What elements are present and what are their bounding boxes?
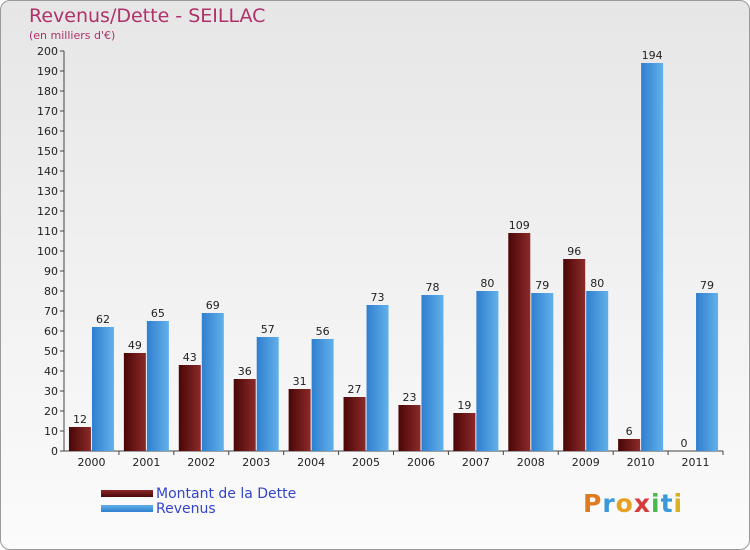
bar-dette — [68, 427, 91, 451]
y-tick-label: 60 — [44, 325, 58, 338]
value-label-revenus: 79 — [700, 279, 714, 292]
x-tick-label: 2003 — [242, 456, 270, 469]
legend-label-revenus: Revenus — [156, 501, 216, 517]
y-tick-label: 190 — [37, 65, 58, 78]
bar-dette — [398, 405, 421, 451]
value-label-revenus: 69 — [206, 299, 220, 312]
value-label-dette: 19 — [457, 399, 471, 412]
bar-revenus — [91, 327, 114, 451]
bar-revenus — [586, 291, 609, 451]
y-tick-label: 0 — [51, 445, 58, 458]
bar-revenus — [201, 313, 224, 451]
bar-dette — [233, 379, 256, 451]
value-label-dette: 12 — [73, 413, 87, 426]
bar-revenus — [366, 305, 389, 451]
value-label-dette: 31 — [293, 375, 307, 388]
value-label-dette: 0 — [681, 437, 688, 450]
bar-dette — [178, 365, 201, 451]
chart-subtitle: (en milliers d'€) — [29, 29, 116, 42]
logo-letter: x — [633, 489, 651, 518]
y-tick-label: 150 — [37, 145, 58, 158]
y-tick-label: 100 — [37, 245, 58, 258]
y-tick-label: 120 — [37, 205, 58, 218]
bar-dette — [618, 439, 641, 451]
x-tick-label: 2001 — [132, 456, 160, 469]
bars — [68, 63, 719, 451]
value-label-revenus: 194 — [642, 49, 663, 62]
logo-letter: r — [602, 489, 616, 518]
y-tick-label: 70 — [44, 305, 58, 318]
value-label-dette: 109 — [509, 219, 530, 232]
x-tick-label: 2002 — [187, 456, 215, 469]
x-tick-label: 2004 — [297, 456, 325, 469]
value-label-revenus: 79 — [535, 279, 549, 292]
x-tick-label: 2000 — [77, 456, 105, 469]
value-label-dette: 96 — [567, 245, 581, 258]
logo-letter: P — [583, 489, 603, 518]
value-label-dette: 6 — [626, 425, 633, 438]
x-tick-label: 2008 — [517, 456, 545, 469]
value-label-revenus: 57 — [261, 323, 275, 336]
x-tick-label: 2011 — [682, 456, 710, 469]
value-label-dette: 36 — [238, 365, 252, 378]
value-label-dette: 23 — [402, 391, 416, 404]
bar-revenus — [421, 295, 444, 451]
value-label-revenus: 65 — [151, 307, 165, 320]
bar-revenus — [641, 63, 664, 451]
bar-revenus — [256, 337, 279, 451]
logo-letter: t — [660, 489, 674, 518]
x-tick-label: 2005 — [352, 456, 380, 469]
x-tick-label: 2006 — [407, 456, 435, 469]
labels: 12 62 49 65 43 69 36 57 31 56 27 73 23 78 19 80 109 79 96 8… — [73, 49, 714, 450]
bar-revenus — [476, 291, 499, 451]
logo-letter: o — [615, 489, 634, 518]
value-label-dette: 43 — [183, 351, 197, 364]
x-tick-label: 2007 — [462, 456, 490, 469]
value-label-revenus: 80 — [590, 277, 604, 290]
x-tick-label: 2010 — [627, 456, 655, 469]
value-label-revenus: 62 — [96, 313, 110, 326]
y-tick-label: 160 — [37, 125, 58, 138]
value-label-revenus: 78 — [425, 281, 439, 294]
value-label-revenus: 80 — [480, 277, 494, 290]
y-tick-label: 20 — [44, 405, 58, 418]
bar-dette — [343, 397, 366, 451]
y-tick-label: 30 — [44, 385, 58, 398]
bar-revenus — [311, 339, 334, 451]
y-tick-label: 40 — [44, 365, 58, 378]
value-label-dette: 27 — [348, 383, 362, 396]
legend-swatch-dette — [101, 490, 153, 497]
bar-dette — [288, 389, 311, 451]
y-tick-label: 110 — [37, 225, 58, 238]
logo-letter: i — [673, 489, 684, 518]
proxiti-logo: Proxiti — [583, 489, 683, 518]
y-tick-label: 50 — [44, 345, 58, 358]
legend-swatch-revenus — [101, 505, 153, 512]
bar-revenus — [696, 293, 719, 451]
bar-revenus — [146, 321, 169, 451]
y-tick-label: 10 — [44, 425, 58, 438]
y-tick-label: 130 — [37, 185, 58, 198]
value-label-dette: 49 — [128, 339, 142, 352]
bar-dette — [123, 353, 146, 451]
axes: 0102030405060708090100110120130140150160… — [37, 45, 724, 469]
bar-dette — [563, 259, 586, 451]
bar-dette — [453, 413, 476, 451]
x-tick-label: 2009 — [572, 456, 600, 469]
y-tick-label: 180 — [37, 85, 58, 98]
y-tick-label: 140 — [37, 165, 58, 178]
bar-dette — [508, 233, 531, 451]
y-tick-label: 90 — [44, 265, 58, 278]
value-label-revenus: 56 — [316, 325, 330, 338]
legend-label-dette: Montant de la Dette — [156, 486, 297, 502]
chart-title: Revenus/Dette - SEILLAC — [29, 5, 266, 27]
value-label-revenus: 73 — [371, 291, 385, 304]
bar-revenus — [531, 293, 554, 451]
y-tick-label: 80 — [44, 285, 58, 298]
logo-letter: i — [651, 489, 661, 518]
y-tick-label: 170 — [37, 105, 58, 118]
y-tick-label: 200 — [37, 45, 58, 58]
